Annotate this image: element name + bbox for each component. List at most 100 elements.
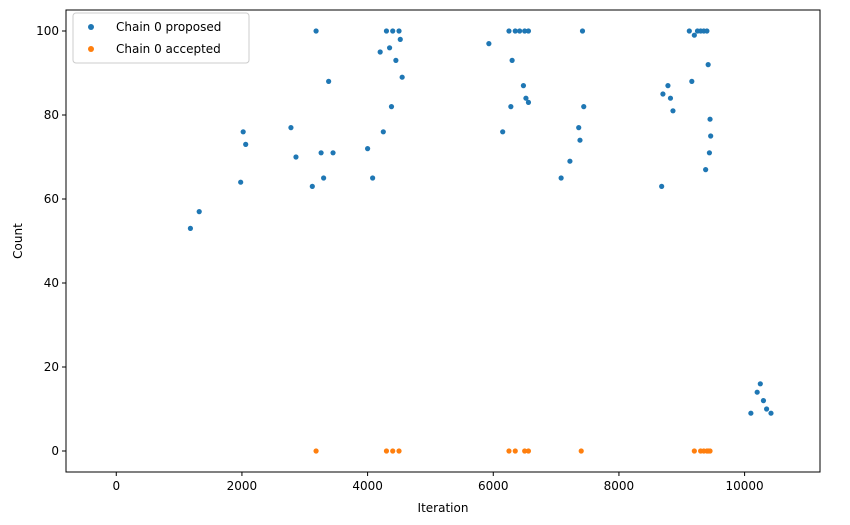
proposed-point-64: [763, 406, 770, 412]
proposed-point-14: [370, 175, 376, 181]
y-axis: 0 20 40 60 80 100: [36, 24, 66, 458]
proposed-point-63: [768, 410, 774, 416]
accepted-point-9: [691, 448, 697, 454]
x-axis: 0 2000 4000 6000 8000 10000: [112, 472, 764, 493]
proposed-point-57: [708, 133, 714, 139]
proposed-point-48: [686, 28, 692, 34]
legend-marker-accepted: [88, 46, 94, 52]
proposed-point-43: [660, 91, 666, 97]
y-tick-label-2: 40: [44, 276, 59, 290]
proposed-point-1: [196, 209, 202, 215]
proposed-point-33: [525, 28, 532, 34]
proposed-point-36: [525, 99, 532, 105]
proposed-point-45: [667, 95, 674, 101]
proposed-point-17: [386, 45, 393, 51]
proposed-point-46: [670, 108, 676, 114]
legend-label-accepted: Chain 0 accepted: [116, 42, 221, 56]
y-tick-label-5: 100: [36, 24, 59, 38]
proposed-point-34: [520, 83, 527, 89]
proposed-point-65: [748, 410, 754, 416]
proposed-point-21: [397, 36, 403, 43]
proposed-point-61: [757, 381, 763, 387]
x-tick-label-0: 0: [112, 479, 120, 493]
accepted-point-4: [506, 448, 512, 454]
proposed-point-24: [380, 129, 386, 135]
legend-label-proposed: Chain 0 proposed: [116, 20, 221, 34]
proposed-point-19: [393, 57, 399, 64]
proposed-point-41: [579, 28, 586, 34]
proposed-point-27: [506, 28, 512, 34]
x-tick-label-2: 4000: [352, 479, 383, 493]
proposed-point-29: [509, 57, 515, 64]
plot-frame: [65, 9, 821, 473]
proposed-point-26: [500, 129, 506, 135]
legend-box: [72, 12, 250, 64]
x-axis-label: Iteration: [418, 501, 469, 515]
accepted-point-1: [383, 448, 390, 454]
proposed-point-12: [309, 183, 315, 189]
y-tick-label-1: 20: [44, 360, 59, 374]
proposed-point-47: [659, 183, 665, 189]
y-tick-label-4: 80: [44, 108, 59, 122]
x-tick-label-3: 6000: [478, 479, 509, 493]
proposed-point-37: [558, 175, 564, 181]
proposed-point-15: [377, 49, 383, 55]
proposed-point-5: [288, 125, 294, 131]
y-axis-label: Count: [11, 223, 25, 259]
proposed-point-8: [318, 150, 324, 156]
proposed-point-50: [691, 32, 697, 38]
proposed-point-39: [576, 125, 582, 131]
accepted-point-2: [390, 448, 396, 454]
proposed-point-7: [313, 28, 319, 34]
y-tick-label-0: 0: [51, 444, 59, 458]
proposed-point-23: [388, 104, 395, 110]
proposed-point-60: [754, 389, 760, 395]
proposed-point-49: [689, 78, 695, 84]
accepted-point-5: [512, 448, 518, 454]
legend: Chain 0 proposed Chain 0 accepted: [72, 12, 250, 64]
accepted-point-3: [396, 448, 402, 454]
proposed-point-62: [760, 398, 767, 404]
proposed-point-42: [581, 104, 587, 110]
proposed-point-31: [517, 28, 523, 34]
proposed-point-30: [512, 28, 518, 34]
proposed-point-4: [243, 141, 249, 147]
proposed-point-16: [383, 28, 390, 34]
proposed-point-10: [321, 175, 327, 181]
proposed-point-13: [365, 146, 371, 152]
accepted-point-7: [525, 448, 532, 454]
proposed-point-28: [508, 104, 514, 110]
proposed-point-38: [567, 158, 573, 164]
proposed-point-32: [522, 28, 528, 34]
proposed-point-35: [523, 95, 529, 101]
proposed-point-18: [390, 28, 396, 34]
proposed-point-55: [705, 62, 711, 68]
proposed-point-11: [330, 150, 336, 156]
x-tick-label-5: 10000: [726, 479, 764, 493]
proposed-point-58: [706, 150, 713, 156]
proposed-point-40: [577, 137, 583, 143]
proposed-point-6: [293, 154, 299, 160]
proposed-point-2: [238, 179, 244, 185]
x-tick-label-4: 8000: [604, 479, 635, 493]
proposed-point-59: [703, 167, 709, 173]
accepted-point-6: [522, 448, 528, 454]
x-tick-label-1: 2000: [227, 479, 258, 493]
y-tick-label-3: 60: [44, 192, 59, 206]
accepted-point-14: [707, 448, 713, 454]
proposed-point-9: [326, 78, 332, 84]
proposed-point-3: [240, 129, 246, 135]
legend-marker-proposed: [88, 24, 94, 30]
proposed-point-44: [665, 83, 671, 89]
points-layer: [187, 28, 774, 454]
proposed-point-56: [707, 116, 713, 122]
accepted-point-0: [313, 448, 319, 454]
accepted-point-8: [578, 448, 584, 454]
proposed-point-0: [187, 225, 194, 231]
proposed-point-22: [399, 74, 405, 80]
proposed-point-25: [486, 41, 492, 47]
proposed-point-20: [396, 28, 402, 34]
proposed-point-54: [704, 28, 710, 34]
